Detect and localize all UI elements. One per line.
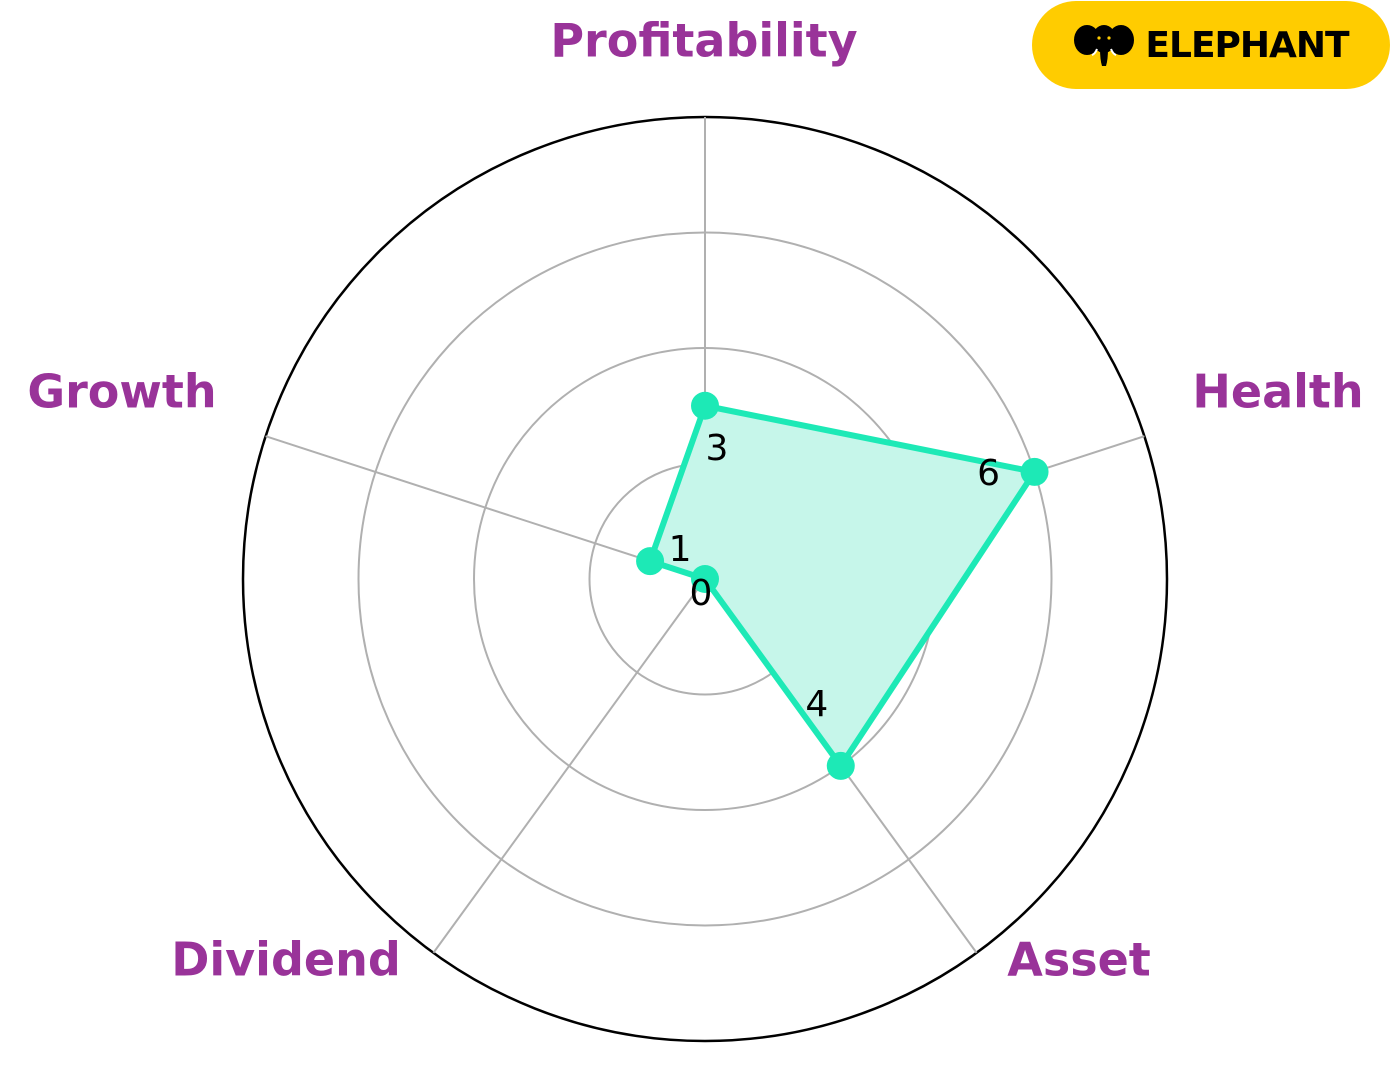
logo-text: ELEPHANT [1145,24,1349,66]
logo-badge: ELEPHANT [1032,1,1390,89]
series-area [647,402,1038,769]
axis-label-dividend: Dividend [171,933,401,987]
series-layer [636,391,1049,780]
data-point-health [1020,457,1049,486]
value-label-profitability: 3 [706,428,729,469]
data-point-growth [636,547,665,576]
data-point-asset [826,751,855,780]
elephant-icon [1074,25,1135,66]
data-point-profitability [691,391,719,420]
data-point-dividend [691,565,719,593]
value-label-dividend: 0 [690,573,713,614]
value-label-health: 6 [977,453,1000,494]
axis-label-health: Health [1192,365,1363,419]
axis-label-profitability: Profitability [550,14,857,68]
value-label-growth: 1 [669,529,692,570]
axis-label-asset: Asset [1007,933,1151,987]
label-layer: 3 6 4 01 Profitability Health Asset Dividend Gro… [27,14,1363,987]
axis-spoke-growth [265,435,706,580]
axis-label-growth: Growth [27,365,216,419]
axis-spoke-dividend [432,578,706,954]
value-label-asset: 4 [805,684,828,725]
